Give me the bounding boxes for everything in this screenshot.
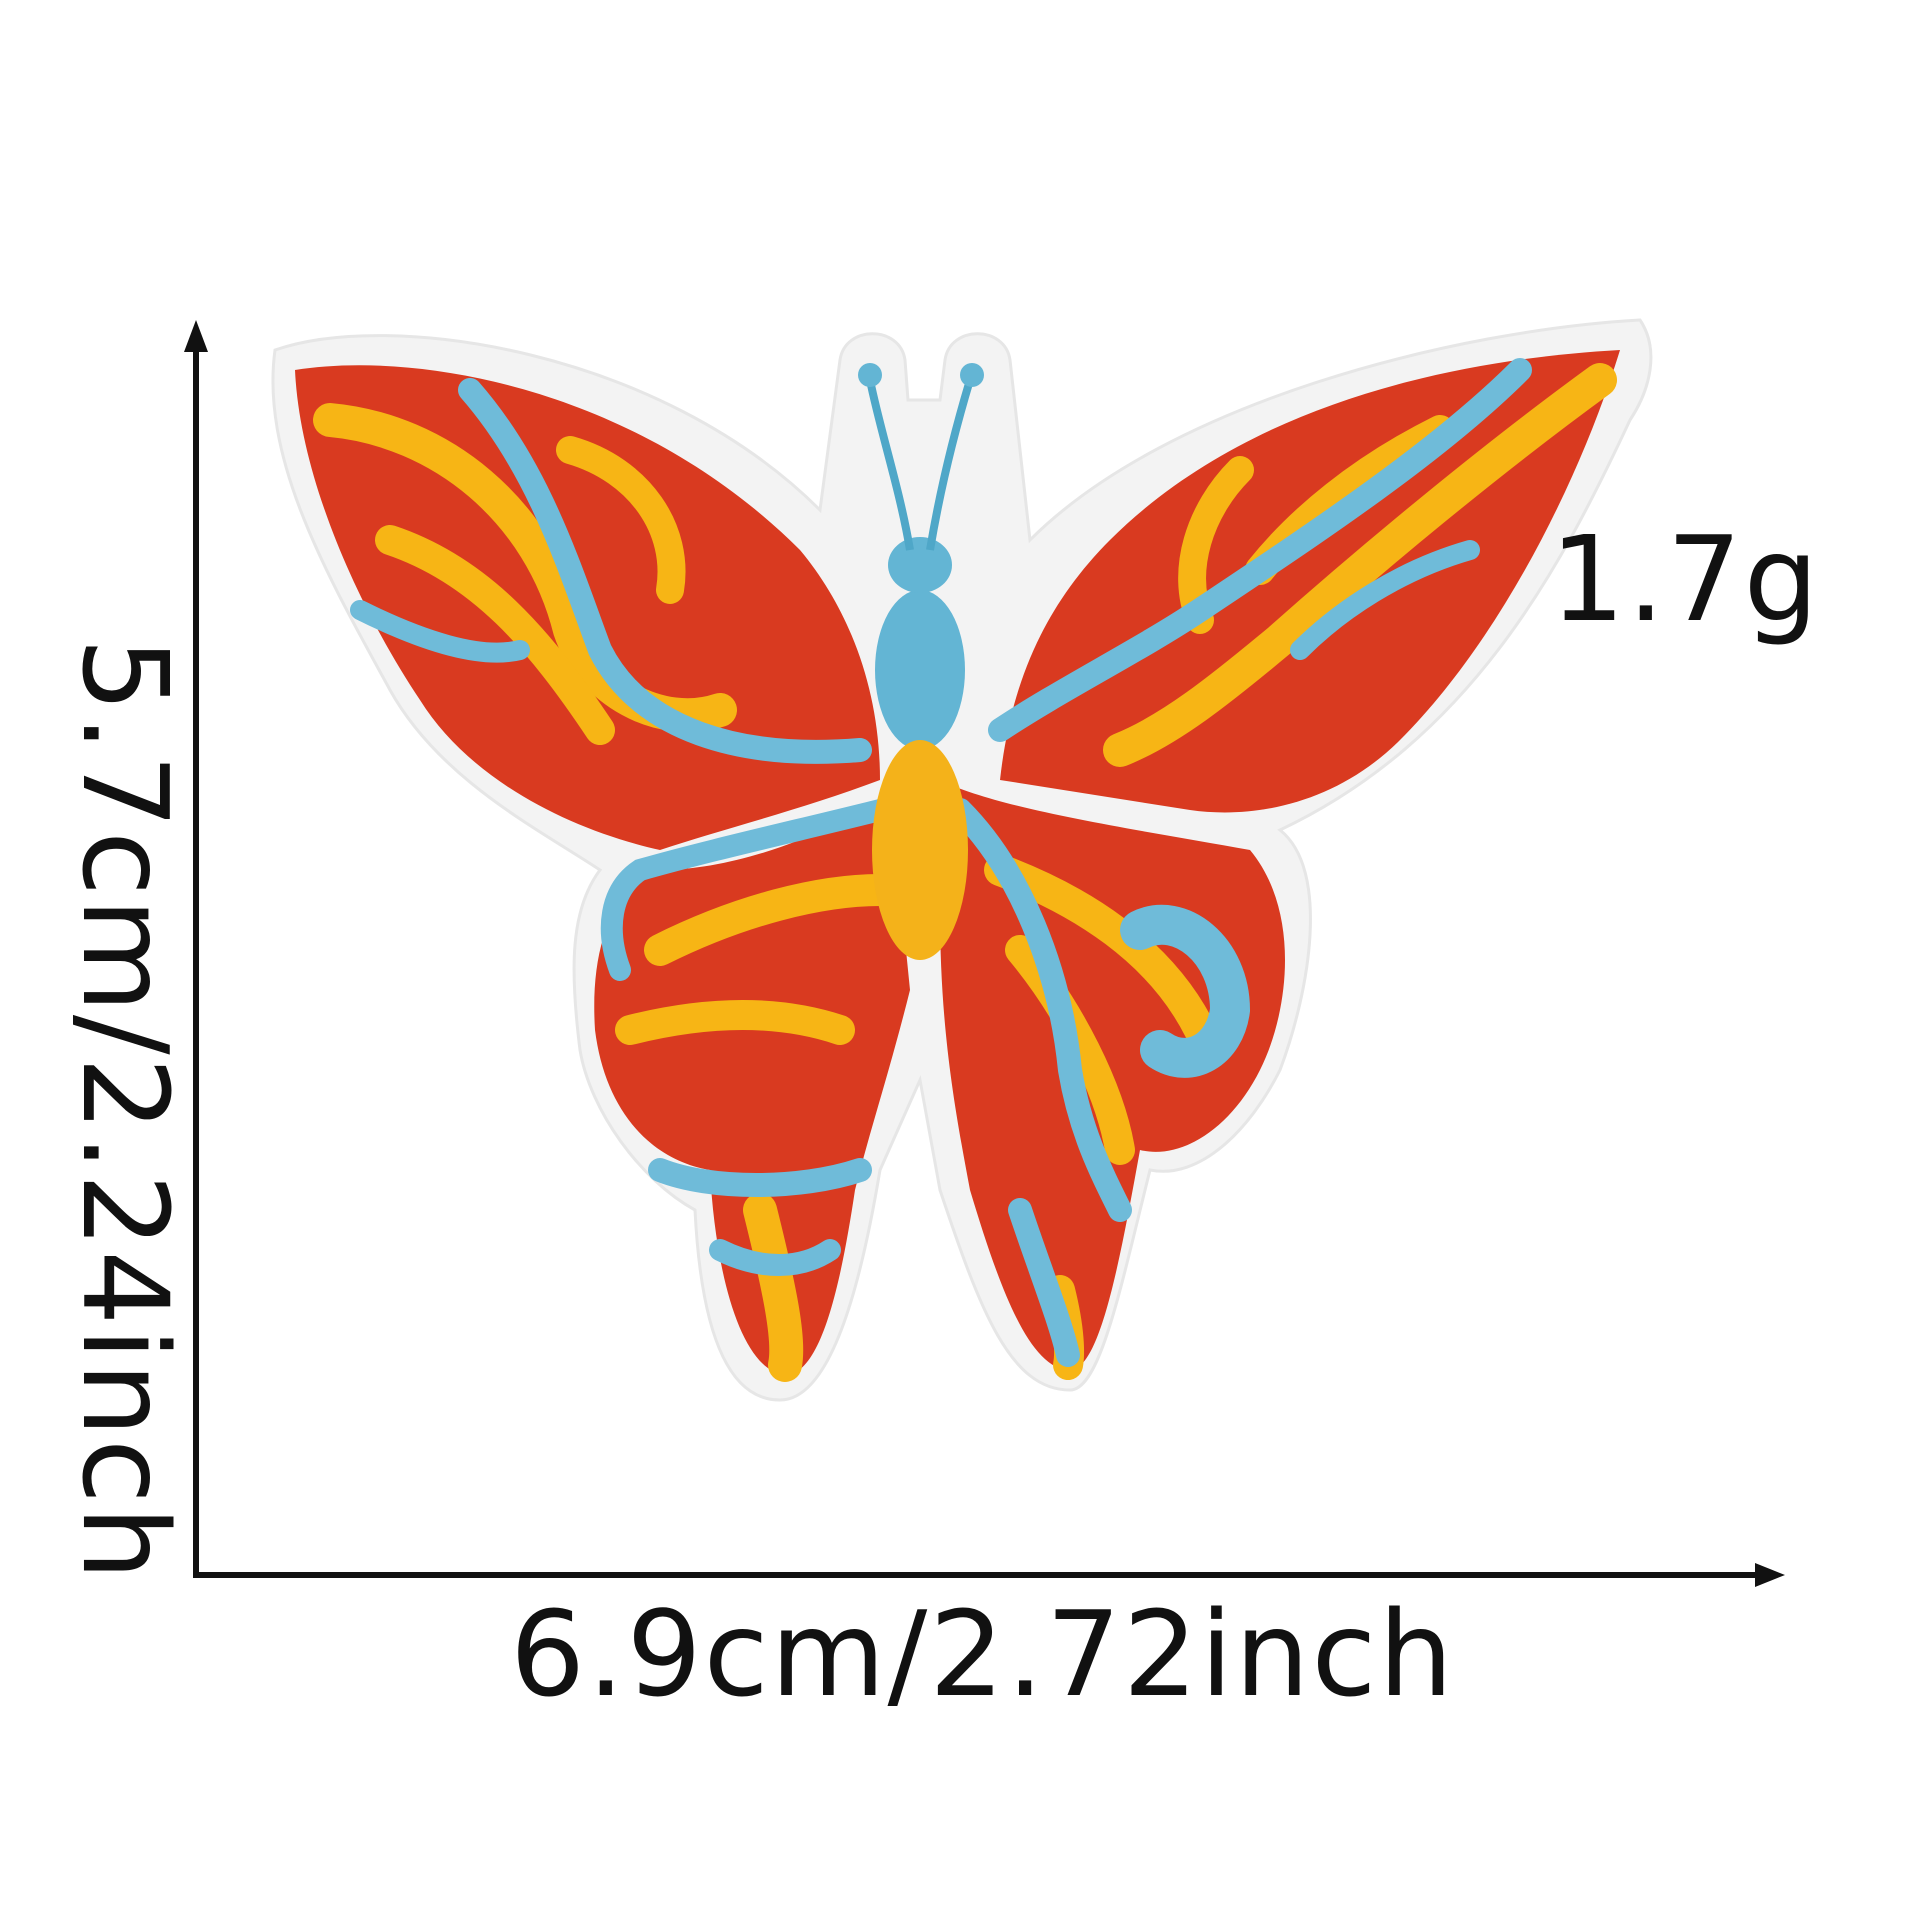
right-antenna — [926, 378, 974, 551]
left-antenna — [866, 379, 914, 551]
width-dimension-label: 6.9cm/2.72inch — [510, 1585, 1456, 1723]
abdomen — [872, 740, 968, 960]
height-axis-arrow-icon — [184, 320, 208, 352]
butterfly-body — [858, 363, 984, 960]
thorax — [875, 590, 965, 750]
height-dimension-label: 5.7cm/2.24inch — [56, 637, 194, 1583]
head — [888, 537, 952, 593]
weight-label: 1.7g — [1550, 510, 1821, 648]
blue-swirls — [350, 358, 1532, 1367]
butterfly-patch-icon — [271, 318, 1653, 1402]
width-axis-arrow-icon — [1755, 1563, 1785, 1587]
